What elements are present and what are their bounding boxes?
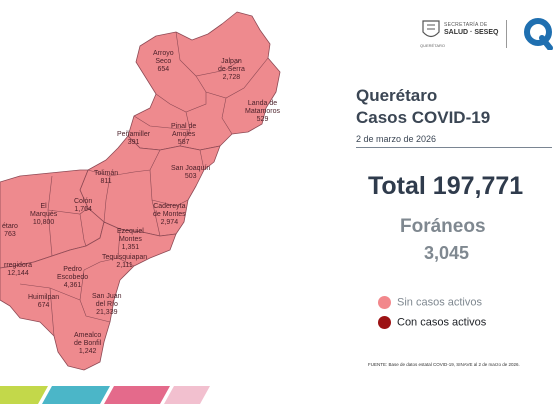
municipality-cases: 21,339 <box>96 309 118 316</box>
map-svg <box>0 11 281 371</box>
municipality-cases: 1,351 <box>121 244 140 251</box>
municipality-amealco: Amealco de Bonfil 1,242 <box>74 332 101 356</box>
municipality-huimilpan: Huimilpan 674 <box>28 294 59 310</box>
legend-active: Con casos activos <box>378 316 486 329</box>
municipality-arroyo-seco: Arroyo Seco 654 <box>153 50 174 74</box>
municipality-landa: Landa de Matamoros 529 <box>245 100 280 124</box>
municipality-cases: 2,974 <box>160 219 179 226</box>
municipality-name: San Juan del Río <box>92 293 122 308</box>
municipality-ezequiel: Ezequiel Montes 1,351 <box>117 228 144 252</box>
municipality-name: Jalpan de Serra <box>218 58 245 73</box>
municipality-el-marques: El Marqués 10,800 <box>30 203 57 227</box>
municipal-borders <box>19 31 269 337</box>
municipality-cases: 10,800 <box>32 219 55 226</box>
municipality-cases: 391 <box>127 139 140 146</box>
state-seal-icon <box>422 20 440 38</box>
municipality-jalpan: Jalpan de Serra 2,728 <box>218 58 245 82</box>
municipality-name: Arroyo Seco <box>153 50 174 65</box>
municipality-name: Tequisquiapan <box>102 254 148 261</box>
municipality-cases: 654 <box>157 66 170 73</box>
municipality-name: Tolimán <box>94 170 119 177</box>
municipality-name: Cadereyta de Montes <box>153 203 186 218</box>
municipality-cases: 529 <box>256 116 269 123</box>
municipality-cases: 2,111 <box>116 262 133 269</box>
state-title: Querétaro <box>356 86 438 105</box>
municipality-name: Amealco de Bonfil <box>74 332 102 347</box>
municipality-san-joaquin: San Joaquín 503 <box>171 165 210 181</box>
municipality-cases: 811 <box>100 178 112 185</box>
foraneos-label: Foráneos <box>400 216 486 237</box>
legend-active-label: Con casos activos <box>397 316 487 329</box>
source-note: FUENTE: Base de datos estatal COVID-19, … <box>368 362 520 367</box>
municipality-toliman: Tolimán 811 <box>94 170 118 186</box>
municipality-cases: 503 <box>184 173 197 180</box>
municipality-cadereyta: Cadereyta de Montes 2,974 <box>153 203 186 227</box>
foraneos-value: 3,045 <box>424 243 470 263</box>
municipality-name: El Marqués <box>30 203 58 218</box>
municipality-pedro-escobedo: Pedro Escobedo 4,361 <box>57 266 88 290</box>
municipality-name: Colón <box>74 198 93 205</box>
municipality-name: étaro <box>2 223 18 230</box>
legend-inactive-dot <box>378 296 391 309</box>
municipality-cases: 12,144 <box>7 270 29 277</box>
municipality-name: Landa de Matamoros <box>245 100 281 115</box>
brand-stripe <box>0 386 210 404</box>
legend-inactive-label: Sin casos activos <box>397 296 482 309</box>
municipality-cases: 674 <box>37 302 50 309</box>
municipality-san-juan: San Juan del Río 21,339 <box>92 293 122 317</box>
municipality-cases: 2,728 <box>222 74 241 81</box>
header-logos: SECRETARÍA DE SALUD · SESEQ QUERÉTARO <box>414 14 554 54</box>
municipality-cases: 4,361 <box>63 282 82 289</box>
municipality-name: San Joaquín <box>171 165 211 172</box>
logo-divider <box>506 20 507 48</box>
municipality-name: Pedro Escobedo <box>57 266 89 281</box>
municipality-name: rregidora <box>4 262 33 269</box>
legend-active-dot <box>378 316 391 329</box>
state-label: QUERÉTARO <box>420 43 446 48</box>
total-cases: Total 197,771 <box>368 172 524 200</box>
municipality-cases: 1,764 <box>74 206 92 213</box>
queretaro-map: Arroyo Seco 654 Jalpan de Serra 2,728 Landa de… <box>0 11 281 371</box>
municipality-corregidora: rregidora 12,144 <box>4 262 32 278</box>
municipality-cases: 587 <box>177 139 190 146</box>
queretaro-q-logo-icon <box>524 18 553 50</box>
municipality-colon: Colón 1,764 <box>74 198 92 214</box>
legend-inactive: Sin casos activos <box>378 296 482 309</box>
municipality-name: Peñamiller <box>117 131 151 138</box>
municipality-cases: 763 <box>4 231 16 238</box>
municipality-cases: 1,242 <box>78 348 97 355</box>
municipality-queretaro: étaro 763 <box>2 223 18 239</box>
region-north <box>127 11 281 151</box>
municipality-penamiller: Peñamiller 391 <box>117 131 150 147</box>
municipality-name: Pinal de Amoles <box>171 123 197 138</box>
title-divider <box>356 147 552 148</box>
report-title: Casos COVID-19 <box>356 108 491 127</box>
municipality-name: Ezequiel Montes <box>117 228 144 243</box>
seseq-label: SALUD · SESEQ <box>444 29 499 36</box>
secretaria-label: SECRETARÍA DE <box>444 22 488 28</box>
municipality-name: Huimilpan <box>28 294 60 301</box>
municipality-tequisquiapan: Tequisquiapan 2,111 <box>102 254 147 270</box>
report-date: 2 de marzo de 2026 <box>356 134 437 144</box>
municipality-pinal: Pinal de Amoles 587 <box>171 123 196 147</box>
